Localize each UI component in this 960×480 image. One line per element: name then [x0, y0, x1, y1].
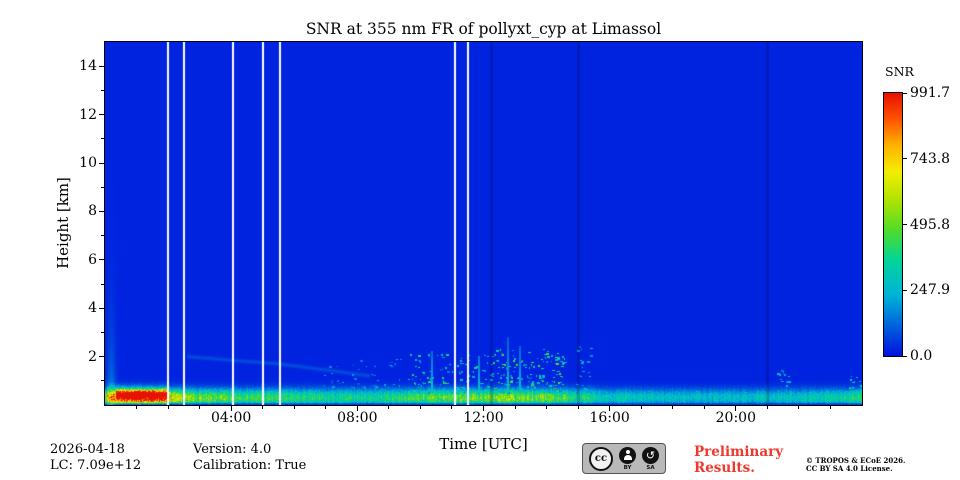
y-tick-label: 6 [88, 251, 97, 268]
y-axis-label: Height [km] [54, 177, 72, 269]
x-tick-label: 12:00 [463, 410, 504, 426]
x-axis-label: Time [UTC] [439, 435, 528, 453]
copyright-line1: © TROPOS & ECoE 2026. [806, 456, 906, 465]
x-tick-label: 16:00 [589, 410, 630, 426]
x-minor-tick [167, 406, 169, 409]
heatmap-canvas [105, 42, 862, 405]
y-tick-label: 14 [79, 58, 97, 75]
colorbar-tick [903, 158, 907, 160]
x-tick-label: 20:00 [715, 410, 757, 426]
preliminary-results-note: Preliminary Results. [694, 444, 784, 476]
x-major-tick [230, 406, 232, 411]
colorbar-tick [903, 92, 907, 94]
x-minor-tick [829, 406, 831, 409]
colorbar-tick [903, 289, 907, 291]
share-alike-arrow-icon: ↺ [642, 446, 659, 464]
y-tick-label: 4 [88, 300, 97, 317]
sa-label: SA [646, 464, 655, 471]
x-minor-tick [199, 406, 201, 409]
colorbar [883, 92, 903, 357]
footer-date-block: 2026-04-18 LC: 7.09e+12 [50, 442, 141, 474]
colorbar-tick-label: 743.8 [910, 150, 951, 167]
cc-license-badge: cc BY ↺ SA [582, 443, 666, 474]
y-tick-label: 2 [88, 348, 97, 365]
y-tick-label: 12 [79, 106, 97, 123]
x-tick-label: 08:00 [337, 410, 378, 426]
x-minor-tick [798, 406, 800, 409]
x-minor-tick [766, 406, 768, 409]
x-minor-tick [262, 406, 264, 409]
x-minor-tick [451, 406, 453, 409]
x-minor-tick [514, 406, 516, 409]
calibration-text: Calibration: True [193, 458, 307, 473]
footer-version-block: Version: 4.0 Calibration: True [193, 442, 306, 474]
x-minor-tick [136, 406, 138, 409]
x-minor-tick [293, 406, 295, 409]
x-major-tick [609, 406, 611, 411]
x-major-tick [483, 406, 484, 411]
x-minor-tick [577, 406, 579, 409]
x-tick-label: 04:00 [210, 410, 252, 426]
cc-logo-icon: cc [589, 446, 613, 471]
colorbar-tick [903, 355, 907, 357]
x-minor-tick [546, 406, 548, 409]
x-minor-tick [672, 406, 674, 409]
x-minor-tick [325, 406, 327, 409]
colorbar-canvas [884, 93, 902, 356]
plot-title: SNR at 355 nm FR of pollyxt_cyp at Limas… [305, 20, 662, 38]
copyright-note: © TROPOS & ECoE 2026. CC BY SA 4.0 Licen… [806, 457, 905, 473]
colorbar-label: SNR [885, 64, 914, 79]
person-icon [619, 446, 636, 464]
x-major-tick [735, 406, 737, 411]
colorbar-tick-label: 991.7 [910, 85, 951, 101]
x-minor-tick [388, 406, 390, 409]
colorbar-tick-label: 0.0 [910, 348, 933, 364]
y-tick-label: 10 [79, 155, 97, 171]
plot-area [104, 41, 863, 406]
colorbar-tick-label: 247.9 [910, 282, 951, 299]
colorbar-tick-label: 495.8 [910, 216, 951, 233]
cc-by-icon: BY [619, 446, 636, 471]
by-label: BY [623, 464, 632, 471]
cc-logo-text: cc [594, 453, 608, 464]
lidar-constant: LC: 7.09e+12 [50, 458, 142, 473]
cc-sa-icon: ↺ SA [642, 446, 659, 471]
x-minor-tick [640, 406, 642, 409]
y-tick-label: 8 [88, 203, 97, 220]
colorbar-tick [903, 224, 907, 225]
version-text: Version: 4.0 [193, 442, 272, 457]
x-minor-tick [703, 406, 705, 409]
x-minor-tick [419, 406, 421, 409]
x-major-tick [356, 406, 358, 411]
measurement-date: 2026-04-18 [50, 442, 125, 457]
copyright-line2: CC BY SA 4.0 License. [806, 464, 893, 473]
